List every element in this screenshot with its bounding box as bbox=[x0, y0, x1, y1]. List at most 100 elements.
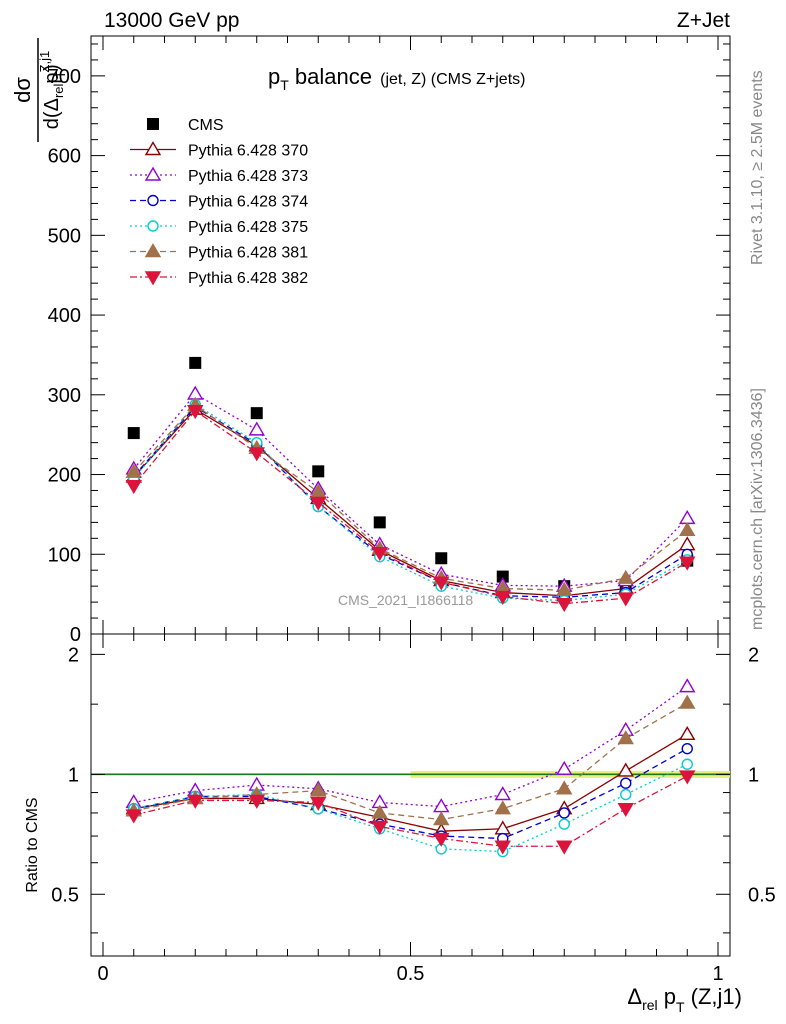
legend-item-p375: Pythia 6.428 375 bbox=[130, 219, 308, 236]
ratio-y-tick-label-right: 2 bbox=[748, 644, 759, 666]
legend-marker-p370 bbox=[144, 141, 162, 156]
legend-label-p375: Pythia 6.428 375 bbox=[188, 219, 308, 236]
ratio-point-p381 bbox=[494, 800, 511, 815]
ratio-point-p382 bbox=[556, 840, 573, 855]
ratio-point-p382 bbox=[187, 794, 204, 809]
main-y-tick-label: 600 bbox=[48, 146, 81, 168]
svg-text:dσ: dσ bbox=[10, 77, 35, 103]
legend-label-p370: Pythia 6.428 370 bbox=[188, 143, 308, 160]
ratio-point-p382 bbox=[310, 796, 327, 811]
ratio-point-p382 bbox=[617, 802, 634, 818]
main-series-p374 bbox=[128, 401, 693, 604]
ratio-point-p381 bbox=[310, 782, 327, 797]
main-series-p375 bbox=[128, 398, 693, 607]
main-series-layer bbox=[125, 356, 696, 613]
main-point-p382 bbox=[617, 592, 634, 607]
ratio-point-p375 bbox=[620, 788, 632, 801]
x-tick-label: 0 bbox=[97, 963, 108, 985]
main-line-p382 bbox=[133, 409, 688, 605]
main-point-p382 bbox=[679, 556, 696, 571]
ratio-point-p373 bbox=[494, 786, 511, 801]
legend-item-p381: Pythia 6.428 381 bbox=[130, 243, 308, 262]
main-y-tick-label: 100 bbox=[48, 544, 81, 566]
main-y-tick-label: 500 bbox=[48, 225, 81, 247]
ratio-point-p381 bbox=[371, 804, 388, 819]
ratio-point-p374 bbox=[558, 807, 570, 819]
main-point-p381 bbox=[125, 463, 142, 478]
main-y-label: dσ d(ΔrelpZ,j1T) bbox=[10, 38, 68, 142]
main-point-p370 bbox=[679, 536, 696, 551]
main-point-cms bbox=[496, 570, 509, 583]
ratio-point-p382 bbox=[494, 840, 511, 855]
ratio-y-label: Ratio to CMS bbox=[24, 797, 41, 892]
main-line-p374 bbox=[133, 405, 688, 598]
main-y-tick-label: 400 bbox=[48, 305, 81, 327]
legend-label-p374: Pythia 6.428 374 bbox=[188, 194, 308, 211]
ratio-series-p381 bbox=[125, 694, 696, 826]
ratio-y-tick-label: 0.5 bbox=[51, 884, 79, 906]
main-point-cms bbox=[373, 516, 386, 529]
ratio-point-p381 bbox=[679, 694, 696, 709]
ratio-panel-frame bbox=[90, 633, 731, 957]
ratio-point-p381 bbox=[556, 780, 573, 795]
ratio-point-p375 bbox=[681, 758, 693, 770]
ratio-line-p382 bbox=[133, 775, 688, 847]
mcplots-label: mcplots.cern.ch [arXiv:1306.3436] bbox=[749, 388, 766, 630]
ratio-y-axis: 0.5 0.5 1 1 2 2 bbox=[51, 644, 776, 934]
legend-label-p382: Pythia 6.428 382 bbox=[188, 270, 308, 287]
main-point-p382 bbox=[125, 479, 142, 495]
ratio-point-p382 bbox=[248, 794, 265, 809]
legend-item-p370: Pythia 6.428 370 bbox=[130, 141, 308, 160]
main-line-p375 bbox=[133, 403, 688, 602]
main-point-p381 bbox=[679, 521, 696, 537]
energy-label: 13000 GeV pp bbox=[104, 9, 239, 32]
ratio-point-p381 bbox=[433, 811, 450, 826]
ratio-point-p370 bbox=[617, 762, 634, 777]
main-point-p373 bbox=[679, 509, 696, 525]
ratio-point-p373 bbox=[556, 760, 573, 775]
svg-text:d(ΔrelpZ,j1T): d(ΔrelpZ,j1T) bbox=[37, 51, 68, 129]
legend-marker-p373 bbox=[144, 166, 162, 181]
main-point-p382 bbox=[556, 598, 573, 613]
main-point-cms bbox=[127, 427, 140, 440]
main-y-tick-label: 200 bbox=[48, 465, 81, 487]
ratio-point-p382 bbox=[679, 770, 696, 785]
legend-label-cms: CMS bbox=[188, 117, 224, 134]
main-point-p382 bbox=[310, 496, 327, 511]
x-axis: 0 0.5 1 bbox=[97, 36, 724, 985]
main-point-cms bbox=[250, 407, 263, 420]
legend-marker-cms bbox=[147, 118, 159, 130]
main-line-p370 bbox=[133, 408, 688, 597]
main-point-p382 bbox=[494, 590, 511, 605]
main-point-cms bbox=[189, 356, 202, 369]
ratio-line-p374 bbox=[133, 748, 688, 840]
legend-item-cms: CMS bbox=[147, 117, 224, 134]
main-point-p381 bbox=[556, 581, 573, 596]
ratio-line-p381 bbox=[133, 702, 688, 821]
main-point-cms bbox=[312, 465, 325, 478]
ratio-series-layer bbox=[125, 678, 696, 858]
x-axis-label: Δrel pT (Z,j1) bbox=[627, 984, 742, 1015]
main-y-tick-label: 300 bbox=[48, 385, 81, 407]
legend-item-p374: Pythia 6.428 374 bbox=[130, 194, 308, 211]
legend-label-p381: Pythia 6.428 381 bbox=[188, 245, 308, 262]
plot-title: pT balance (jet, Z) (CMS Z+jets) bbox=[268, 64, 525, 93]
ratio-point-p374 bbox=[681, 742, 693, 755]
main-line-p373 bbox=[133, 393, 688, 587]
main-point-p382 bbox=[371, 546, 388, 562]
legend-item-p373: Pythia 6.428 373 bbox=[130, 166, 308, 185]
ratio-series-p374 bbox=[128, 742, 693, 845]
ratio-line-p373 bbox=[133, 686, 688, 808]
main-y-tick-label: 0 bbox=[70, 624, 81, 646]
main-series-p382 bbox=[125, 405, 696, 613]
main-point-p381 bbox=[617, 569, 634, 584]
ratio-point-p375 bbox=[558, 818, 570, 830]
legend-label-p373: Pythia 6.428 373 bbox=[188, 168, 308, 185]
ratio-point-p373 bbox=[679, 678, 696, 693]
main-point-p382 bbox=[433, 576, 450, 591]
ratio-point-p374 bbox=[620, 777, 632, 789]
legend: CMS Pythia 6.428 370 Pythia 6.428 373 Pythi… bbox=[130, 117, 308, 287]
x-tick-label: 0.5 bbox=[397, 963, 425, 985]
ratio-series-p370 bbox=[125, 725, 696, 837]
